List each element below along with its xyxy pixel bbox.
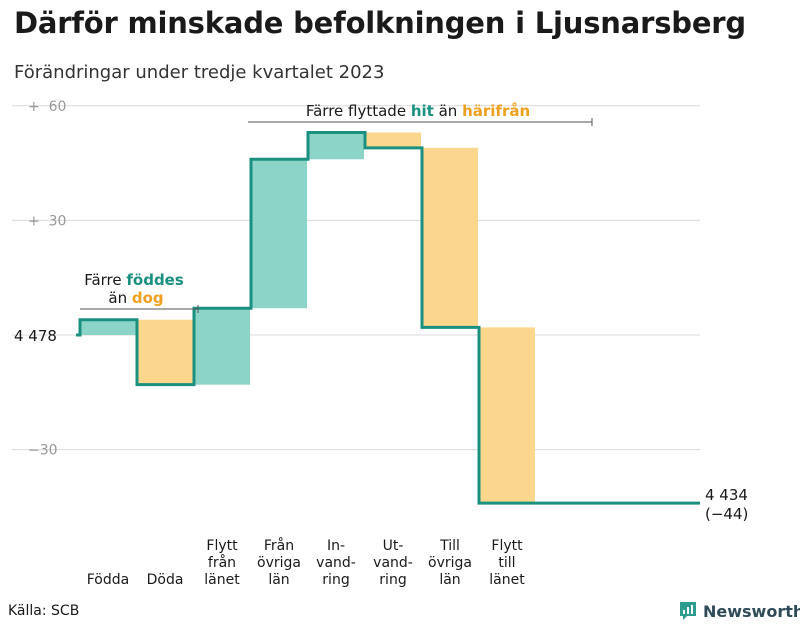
bar-increase: [194, 308, 250, 385]
category-label: Flytt: [206, 538, 238, 554]
annotation-part: dog: [132, 289, 164, 307]
bar-increase: [80, 319, 136, 335]
category-label: In-: [327, 538, 345, 554]
end-value-label: 4 434: [705, 486, 748, 504]
chart-title: Därför minskade befolkningen i Ljusnarsb…: [14, 6, 746, 40]
category-label: län: [439, 572, 460, 588]
total-line: [76, 131, 700, 505]
chart-subtitle: Förändringar under tredje kvartalet 2023: [14, 62, 385, 83]
category-label: Från: [264, 537, 294, 554]
bar-decrease: [422, 147, 478, 328]
category-label: övriga: [428, 555, 472, 571]
category-label: län: [268, 572, 289, 588]
category-label: Födda: [87, 572, 129, 588]
category-label: Ut-: [383, 538, 404, 554]
annotation-part: föddes: [126, 271, 183, 289]
category-labels: Födda DödaFlyttfrånlänetFrånövrigalänIn-v…: [87, 537, 525, 588]
annotation-text: Färre flyttade hit än härifrån: [306, 102, 530, 120]
category-label: från: [208, 554, 236, 571]
bars: [80, 132, 535, 504]
y-tick-label: + 60: [28, 99, 66, 115]
brand-name: Newsworthy: [703, 601, 800, 621]
y-tick-label: + 30: [28, 213, 66, 229]
source-note: Källa: SCB: [8, 603, 80, 619]
value-labels: 4 478 4 434(−44): [14, 327, 748, 523]
bar-increase: [251, 159, 307, 309]
category-label: övriga: [257, 555, 301, 571]
end-change-label: (−44): [705, 505, 748, 523]
annotation-part: hit: [411, 102, 434, 120]
brand-logo: Newsworthy: [679, 601, 800, 621]
bar-decrease: [137, 319, 193, 385]
category-label: Flytt: [491, 538, 523, 554]
category-label: länet: [204, 572, 240, 588]
annotation-part: härifrån: [462, 102, 530, 120]
bar-chart-logo-icon: [680, 602, 696, 620]
category-label: Döda: [147, 572, 184, 588]
running-total-line: [76, 131, 700, 505]
category-label: Till: [439, 538, 460, 554]
category-label: länet: [489, 572, 525, 588]
annotation-part: än: [434, 102, 462, 120]
bar-decrease: [479, 327, 535, 504]
y-axis-ticks: + 60 + 30 −30: [28, 99, 66, 459]
bar-decrease: [365, 132, 421, 148]
category-label: vand-: [316, 555, 356, 571]
annotation-part: än: [108, 289, 131, 307]
bar-increase: [308, 132, 364, 160]
category-label: ring: [322, 572, 349, 588]
start-value-label: 4 478: [14, 327, 57, 345]
category-label: vand-: [373, 555, 413, 571]
annotation-part: Färre flyttade: [306, 102, 411, 120]
annotation-text: Färre föddes: [84, 271, 184, 289]
y-tick-label: −30: [28, 443, 58, 459]
annotation-part: Färre: [84, 271, 126, 289]
annotation-text: än dog: [108, 289, 163, 307]
category-label: ring: [379, 572, 406, 588]
category-label: till: [498, 555, 515, 571]
